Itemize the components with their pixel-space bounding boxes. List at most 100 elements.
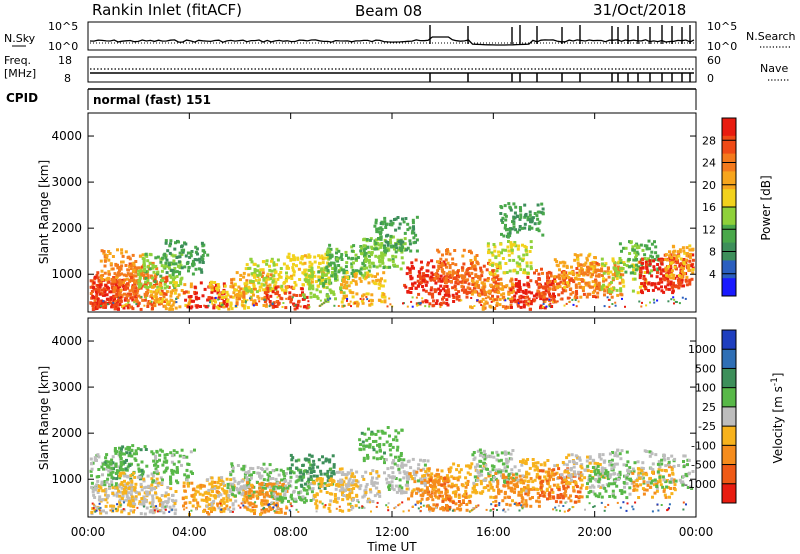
heatmap-cell bbox=[142, 259, 146, 263]
heatmap-cell bbox=[262, 462, 266, 466]
heatmap-cell bbox=[111, 470, 115, 474]
heatmap-cell bbox=[407, 290, 411, 294]
heatmap-cell bbox=[333, 272, 337, 276]
heatmap-cell bbox=[445, 252, 449, 256]
heatmap-cell bbox=[573, 297, 576, 300]
heatmap-cell bbox=[140, 273, 143, 277]
heatmap-cell bbox=[154, 304, 156, 307]
heatmap-cell bbox=[177, 460, 181, 464]
heatmap-cell bbox=[501, 257, 505, 260]
heatmap-cell bbox=[247, 286, 251, 290]
heatmap-cell bbox=[97, 468, 101, 471]
heatmap-cell bbox=[540, 295, 544, 299]
heatmap-cell bbox=[214, 296, 217, 299]
heatmap-cell bbox=[150, 502, 154, 506]
heatmap-cell bbox=[370, 430, 374, 434]
heatmap-cell bbox=[261, 260, 265, 264]
heatmap-cell bbox=[339, 255, 343, 259]
heatmap-cell bbox=[187, 302, 191, 306]
heatmap-cell bbox=[154, 457, 158, 461]
heatmap-cell bbox=[351, 295, 355, 299]
heatmap-cell bbox=[688, 259, 692, 263]
heatmap-cell bbox=[382, 293, 386, 296]
heatmap-cell bbox=[290, 297, 293, 301]
heatmap-cell bbox=[412, 225, 415, 229]
heatmap-cell bbox=[491, 261, 495, 265]
heatmap-cell bbox=[548, 305, 551, 308]
heatmap-cell bbox=[222, 305, 226, 309]
heatmap-cell bbox=[121, 305, 124, 307]
heatmap-cell bbox=[331, 267, 335, 270]
heatmap-cell bbox=[419, 477, 423, 481]
heatmap-cell bbox=[433, 290, 437, 294]
heatmap-cell bbox=[184, 496, 188, 500]
heatmap-cell bbox=[124, 491, 128, 495]
heatmap-cell bbox=[118, 450, 122, 454]
heatmap-cell bbox=[469, 259, 473, 262]
heatmap-cell bbox=[461, 276, 464, 279]
heatmap-cell bbox=[197, 296, 201, 300]
heatmap-cell bbox=[269, 303, 273, 307]
heatmap-cell bbox=[173, 247, 177, 251]
heatmap-cell bbox=[162, 511, 166, 515]
heatmap-cell bbox=[380, 228, 384, 231]
heatmap-cell bbox=[344, 250, 348, 254]
heatmap-cell bbox=[104, 284, 108, 288]
heatmap-cell bbox=[350, 305, 352, 308]
heatmap-cell bbox=[361, 440, 365, 444]
heatmap-cell bbox=[509, 241, 513, 245]
heatmap-cell bbox=[420, 480, 424, 484]
heatmap-cell bbox=[471, 277, 475, 281]
heatmap-cell bbox=[117, 489, 121, 493]
y-tick-label: 2000 bbox=[51, 221, 82, 235]
heatmap-cell bbox=[96, 506, 100, 510]
heatmap-cell bbox=[151, 474, 155, 478]
heatmap-cell bbox=[279, 485, 283, 489]
heatmap-cell bbox=[397, 487, 401, 491]
heatmap-cell bbox=[403, 242, 407, 246]
heatmap-cell bbox=[370, 432, 373, 436]
heatmap-cell bbox=[688, 244, 692, 248]
heatmap-cell bbox=[618, 281, 622, 285]
heatmap-cell bbox=[532, 294, 536, 298]
heatmap-cell bbox=[636, 252, 640, 256]
heatmap-cell bbox=[318, 275, 322, 279]
heatmap-cell bbox=[346, 276, 350, 279]
heatmap-cell bbox=[342, 278, 346, 282]
heatmap-cell bbox=[380, 294, 384, 298]
heatmap-cell bbox=[216, 288, 220, 292]
heatmap-cell bbox=[255, 290, 259, 294]
heatmap-cell bbox=[508, 231, 512, 235]
heatmap-cell bbox=[320, 479, 324, 483]
heatmap-cell bbox=[385, 477, 389, 481]
heatmap-cell bbox=[154, 454, 157, 458]
heatmap-cell bbox=[207, 507, 211, 510]
heatmap-cell bbox=[119, 460, 123, 464]
heatmap-cell bbox=[150, 477, 154, 481]
heatmap-cell bbox=[343, 473, 347, 476]
heatmap-cell bbox=[573, 253, 577, 257]
heatmap-cell bbox=[513, 216, 517, 220]
heatmap-cell bbox=[184, 501, 188, 505]
heatmap-cell bbox=[136, 305, 139, 308]
heatmap-cell bbox=[239, 485, 243, 489]
heatmap-cell bbox=[397, 431, 401, 435]
heatmap-cell bbox=[105, 453, 109, 457]
heatmap-cell bbox=[273, 503, 277, 507]
heatmap-cell bbox=[239, 487, 243, 491]
heatmap-cell bbox=[559, 298, 562, 301]
heatmap-cell bbox=[263, 470, 267, 474]
heatmap-cell bbox=[210, 296, 214, 300]
heatmap-cell bbox=[110, 466, 114, 470]
heatmap-cell bbox=[96, 276, 100, 280]
heatmap-cell bbox=[468, 249, 472, 253]
heatmap-cell bbox=[235, 305, 237, 307]
heatmap-cell bbox=[261, 468, 265, 472]
heatmap-cell bbox=[342, 480, 346, 484]
heatmap-cell bbox=[361, 262, 365, 266]
heatmap-cell bbox=[388, 258, 392, 262]
heatmap-cell bbox=[403, 283, 407, 287]
heatmap-cell bbox=[514, 291, 518, 295]
heatmap-cell bbox=[556, 282, 559, 286]
